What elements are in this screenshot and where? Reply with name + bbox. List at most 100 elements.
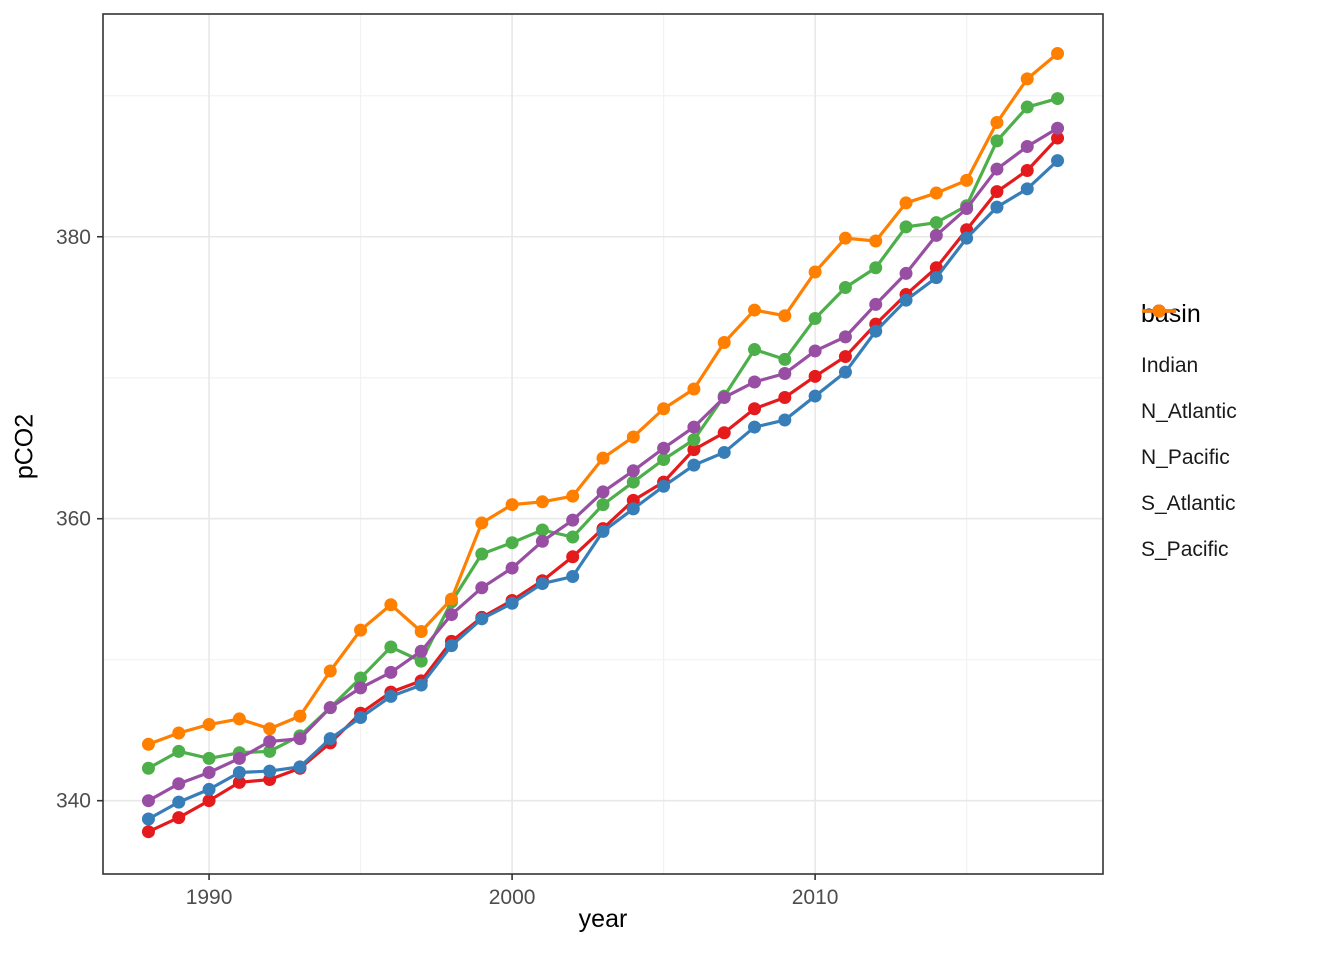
data-point-Indian-2002 [566,550,580,564]
data-point-N_Atlantic-1988 [141,812,155,826]
series-S_Atlantic [141,121,1065,808]
data-point-N_Pacific-2009 [778,352,792,366]
data-point-S_Atlantic-2003 [596,485,610,499]
data-point-N_Atlantic-2012 [869,324,883,338]
x-tick-label-2000: 2000 [489,886,536,909]
data-point-N_Pacific-2008 [748,343,762,357]
data-point-Indian-2007 [717,426,731,440]
data-point-N_Pacific-1989 [172,744,186,758]
data-point-N_Pacific-2006 [687,433,701,447]
data-point-S_Pacific-2002 [566,489,580,503]
data-point-S_Pacific-1996 [384,598,398,612]
data-point-N_Atlantic-2002 [566,570,580,584]
data-point-N_Pacific-2013 [899,220,913,234]
data-point-N_Atlantic-1999 [475,612,489,626]
data-point-S_Atlantic-2011 [838,330,852,344]
data-point-S_Pacific-2011 [838,231,852,245]
data-point-N_Pacific-1999 [475,547,489,561]
data-point-S_Atlantic-1998 [444,608,458,622]
data-point-N_Atlantic-1998 [444,639,458,653]
data-point-S_Atlantic-2007 [717,390,731,404]
data-point-N_Pacific-2014 [929,216,943,230]
data-point-N_Atlantic-2016 [990,200,1004,214]
data-point-S_Pacific-2009 [778,309,792,323]
data-point-N_Pacific-2011 [838,281,852,295]
data-point-N_Pacific-2018 [1051,92,1065,106]
data-point-S_Pacific-2001 [535,495,549,509]
data-point-N_Pacific-1996 [384,640,398,654]
x-tick-label-1990: 1990 [186,886,233,909]
data-point-S_Pacific-2015 [960,173,974,187]
data-point-S_Atlantic-1996 [384,665,398,679]
data-point-N_Atlantic-1994 [323,732,337,746]
data-point-S_Atlantic-2002 [566,513,580,527]
data-point-S_Pacific-2008 [748,303,762,317]
data-point-S_Pacific-2014 [929,186,943,200]
data-point-S_Atlantic-1988 [141,794,155,808]
legend-label-N_Atlantic: N_Atlantic [1141,400,1237,423]
data-point-S_Atlantic-1990 [202,765,216,779]
data-point-Indian-1989 [172,811,186,825]
data-point-N_Pacific-2001 [535,523,549,537]
data-point-N_Atlantic-2010 [808,389,822,403]
panel-border [102,13,1104,875]
data-point-Indian-2018 [1051,131,1065,145]
data-point-N_Atlantic-2017 [1020,182,1034,196]
data-point-S_Pacific-2007 [717,335,731,349]
data-point-N_Pacific-2004 [626,475,640,489]
y-tick-label-360: 360 [56,508,91,531]
data-point-S_Atlantic-1989 [172,777,186,791]
data-point-N_Atlantic-2005 [657,479,671,493]
y-tick-label-340: 340 [56,790,91,813]
legend-item-N_Atlantic: N_Atlantic [1141,304,1237,427]
data-point-N_Atlantic-1996 [384,689,398,703]
data-point-S_Pacific-1994 [323,664,337,678]
data-point-Indian-2011 [838,350,852,364]
legend-label-S_Pacific: S_Pacific [1141,538,1229,561]
data-point-Indian-1991 [232,775,246,789]
data-point-Indian-2017 [1020,163,1034,177]
data-point-N_Atlantic-1991 [232,765,246,779]
legend-item-S_Pacific: S_Pacific [1141,304,1237,565]
data-point-S_Atlantic-2005 [657,441,671,455]
data-point-N_Atlantic-2018 [1051,154,1065,168]
data-point-S_Pacific-2004 [626,430,640,444]
data-point-N_Pacific-1990 [202,751,216,765]
data-point-S_Pacific-1997 [414,625,428,639]
data-point-S_Pacific-1991 [232,712,246,726]
data-point-N_Atlantic-2006 [687,458,701,472]
data-point-S_Atlantic-2016 [990,162,1004,176]
data-point-S_Pacific-2017 [1020,72,1034,86]
data-point-S_Pacific-2013 [899,196,913,210]
data-point-N_Atlantic-2004 [626,502,640,516]
data-point-Indian-1990 [202,794,216,808]
data-point-N_Atlantic-1995 [354,711,368,725]
data-point-S_Pacific-2016 [990,116,1004,130]
data-point-S_Pacific-1999 [475,516,489,530]
legend-entries: Indian N_Atlantic N_Pacific S_Atlantic S_Pac… [1141,304,1237,581]
data-point-Indian-1988 [141,825,155,839]
y-tick-label-380: 380 [56,226,91,249]
axis-ticks: 1990 2000 2010 340 360 380 [56,226,839,909]
data-point-N_Atlantic-2008 [748,420,762,434]
data-point-N_Pacific-1992 [263,744,277,758]
data-point-N_Pacific-1995 [354,671,368,685]
data-point-N_Atlantic-2014 [929,271,943,285]
x-tick-label-2010: 2010 [792,886,839,909]
data-point-S_Atlantic-2018 [1051,121,1065,135]
legend-label-Indian: Indian [1141,354,1199,377]
x-axis-title: year [578,905,628,933]
data-point-N_Atlantic-1989 [172,795,186,809]
data-point-S_Pacific-2003 [596,451,610,465]
data-point-S_Atlantic-2001 [535,534,549,548]
legend-item-Indian: Indian [1141,304,1237,381]
data-point-S_Atlantic-2009 [778,367,792,381]
data-point-N_Atlantic-2007 [717,445,731,459]
legend-title: basin [1141,300,1201,328]
data-point-S_Atlantic-1993 [293,732,307,746]
data-point-Indian-2006 [687,443,701,457]
data-point-S_Pacific-2012 [869,234,883,248]
data-point-S_Atlantic-2000 [505,561,519,575]
data-point-N_Pacific-2012 [869,261,883,275]
